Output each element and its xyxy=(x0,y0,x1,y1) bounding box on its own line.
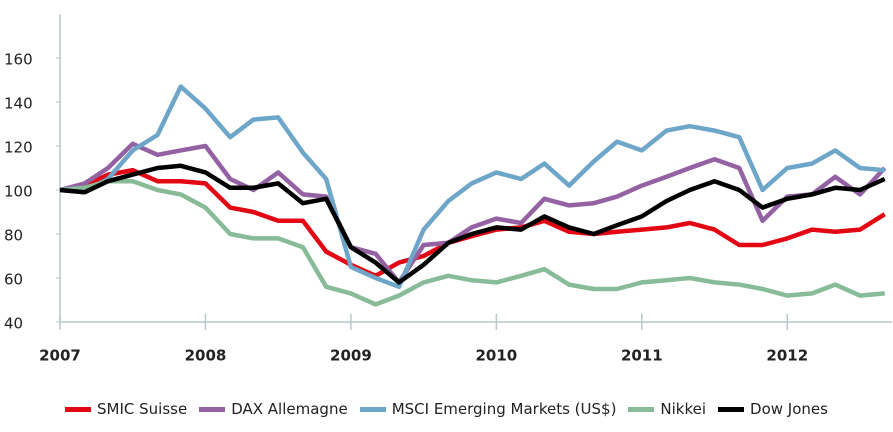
series-line xyxy=(59,141,887,285)
y-tick-label: 140 xyxy=(4,95,33,113)
y-tick-label: 60 xyxy=(4,271,23,289)
series-line xyxy=(59,84,885,290)
chart: 40 60 80 100 120 140 160 2007 2008 2009 2010 2011 20… xyxy=(4,14,892,365)
legend-item: Nikkei xyxy=(628,400,706,418)
x-tick-label: 2011 xyxy=(621,347,663,365)
y-tick-label: 80 xyxy=(4,227,23,245)
legend-label: DAX Allemagne xyxy=(231,400,348,418)
x-tick-label: 2008 xyxy=(185,347,227,365)
legend: SMIC Suisse DAX Allemagne MSCI Emerging Ma… xyxy=(0,400,893,418)
x-tick-label: 2007 xyxy=(39,347,81,365)
x-tick-label: 2009 xyxy=(330,347,372,365)
legend-item: DAX Allemagne xyxy=(199,400,348,418)
legend-item: MSCI Emerging Markets (US$) xyxy=(359,400,617,418)
legend-label: SMIC Suisse xyxy=(97,400,188,418)
y-tick-label: 40 xyxy=(4,315,23,333)
y-tick-label: 160 xyxy=(4,51,33,69)
legend-item: SMIC Suisse xyxy=(65,400,187,418)
series-line xyxy=(59,163,886,285)
legend-label: Nikkei xyxy=(660,400,707,418)
legend-swatch xyxy=(359,406,386,412)
legend-label: Dow Jones xyxy=(750,400,828,418)
x-tick-label: 2010 xyxy=(475,347,517,365)
legend-swatch xyxy=(199,406,226,412)
y-tick-label: 120 xyxy=(4,139,33,157)
legend-label: MSCI Emerging Markets (US$) xyxy=(391,400,617,418)
legend-swatch xyxy=(65,406,92,412)
y-tick-label: 100 xyxy=(4,183,33,201)
series-line xyxy=(59,178,885,307)
legend-swatch xyxy=(628,406,655,412)
legend-swatch xyxy=(718,406,745,412)
legend-item: Dow Jones xyxy=(718,400,828,418)
x-tick-label: 2012 xyxy=(766,347,808,365)
